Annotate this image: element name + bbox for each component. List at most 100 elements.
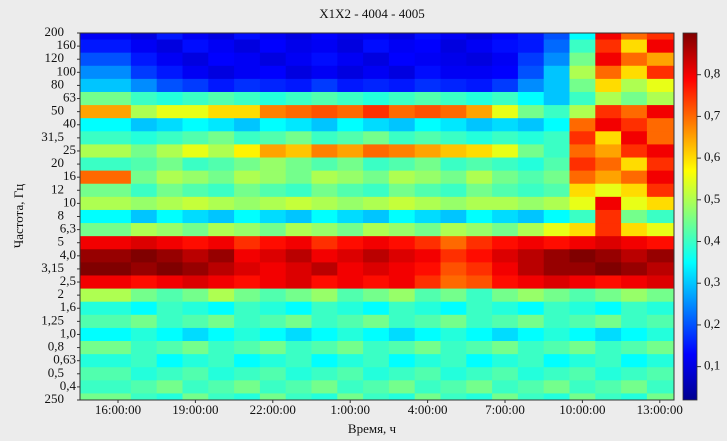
heatmap-cell: [182, 33, 209, 41]
heatmap-cell: [363, 275, 390, 290]
heatmap-cell: [337, 144, 364, 159]
x-tick-label: 19:00:00: [172, 402, 218, 417]
heatmap-cell: [363, 183, 390, 198]
heatmap-cell: [285, 170, 312, 185]
heatmap-cell: [646, 380, 674, 394]
heatmap-cell: [182, 301, 209, 316]
heatmap-cell: [285, 314, 312, 329]
heatmap-cell: [182, 157, 209, 172]
heatmap-cell: [569, 262, 596, 276]
heatmap-cell: [621, 236, 648, 250]
heatmap-cell: [492, 131, 519, 145]
heatmap-cell: [466, 131, 493, 145]
heatmap-cell: [208, 65, 235, 80]
heatmap-cell: [646, 209, 674, 224]
heatmap-cell: [130, 170, 158, 185]
heatmap-cell: [156, 52, 183, 67]
heatmap-cell: [156, 91, 183, 106]
heatmap-cell: [492, 33, 519, 41]
heatmap-cell: [311, 183, 338, 198]
heatmap-cell: [130, 209, 158, 224]
heatmap-cell: [543, 144, 570, 159]
heatmap-cell: [595, 314, 622, 329]
heatmap-cell: [234, 236, 261, 250]
heatmap-cell: [414, 341, 441, 355]
heatmap-cell: [234, 91, 261, 106]
heatmap-cell: [569, 52, 596, 67]
heatmap-cell: [337, 91, 364, 106]
heatmap-cell: [543, 170, 570, 185]
heatmap-cell: [492, 183, 519, 198]
heatmap-cell: [492, 118, 519, 132]
colorbar-tick-label: 0,5: [704, 191, 720, 206]
heatmap-cell: [646, 183, 674, 198]
heatmap-cell: [414, 314, 441, 329]
y-tick-label: 50: [51, 103, 64, 118]
heatmap-cell: [208, 314, 235, 329]
heatmap-cell: [156, 393, 183, 400]
heatmap-cell: [80, 131, 132, 145]
heatmap-cell: [285, 91, 312, 106]
heatmap-cell: [414, 33, 441, 41]
heatmap-cell: [182, 262, 209, 276]
heatmap-cell: [337, 327, 364, 342]
heatmap-cell: [492, 275, 519, 290]
heatmap-cell: [234, 341, 261, 355]
heatmap-cell: [337, 288, 364, 303]
heatmap-cell: [156, 131, 183, 145]
heatmap-cell: [363, 52, 390, 67]
heatmap-cell: [646, 131, 674, 145]
heatmap-cell: [492, 354, 519, 368]
y-tick-label: 63: [63, 90, 76, 105]
heatmap-cell: [363, 157, 390, 172]
heatmap-cell: [414, 262, 441, 276]
heatmap-cell: [388, 209, 416, 224]
heatmap-cell: [621, 78, 648, 93]
heatmap-cell: [621, 393, 648, 400]
heatmap-cell: [363, 91, 390, 106]
y-tick-label: 1,25: [41, 312, 64, 327]
heatmap-cell: [363, 105, 390, 119]
heatmap-cell: [182, 105, 209, 119]
heatmap-cell: [543, 380, 570, 394]
heatmap-cell: [259, 223, 287, 237]
heatmap-cell: [414, 144, 441, 159]
heatmap-cell: [492, 288, 519, 303]
heatmap-cell: [543, 105, 570, 119]
heatmap-cell: [337, 52, 364, 67]
heatmap-cell: [208, 327, 235, 342]
y-tick-label: 0,5: [48, 365, 64, 380]
heatmap-cell: [466, 341, 493, 355]
heatmap-cell: [80, 209, 132, 224]
heatmap-cell: [208, 52, 235, 67]
colorbar-tick-label: 0,3: [704, 274, 720, 289]
heatmap-cell: [156, 249, 183, 263]
heatmap-cell: [182, 65, 209, 80]
heatmap-cell: [156, 65, 183, 80]
heatmap-cell: [337, 196, 364, 211]
heatmap-cell: [285, 393, 312, 400]
heatmap-cell: [517, 65, 545, 80]
heatmap-cell: [311, 354, 338, 368]
heatmap-cell: [130, 314, 158, 329]
y-tick-label: 5: [58, 234, 65, 249]
heatmap-cell: [311, 170, 338, 185]
heatmap-cell: [595, 393, 622, 400]
heatmap-cell: [388, 52, 416, 67]
heatmap-cell: [492, 105, 519, 119]
x-tick-label: 13:00:00: [637, 402, 683, 417]
heatmap-cell: [311, 65, 338, 80]
heatmap-cell: [156, 105, 183, 119]
heatmap-cell: [259, 236, 287, 250]
y-tick-label: 4,0: [60, 247, 76, 262]
heatmap-cell: [259, 393, 287, 400]
heatmap-cell: [466, 39, 493, 54]
heatmap-cell: [646, 341, 674, 355]
heatmap-cell: [311, 249, 338, 263]
heatmap-cell: [182, 354, 209, 368]
heatmap-cell: [440, 65, 467, 80]
y-tick-label: 20: [51, 155, 64, 170]
heatmap-cell: [517, 301, 545, 316]
heatmap-cell: [130, 393, 158, 400]
heatmap-cell: [646, 327, 674, 342]
